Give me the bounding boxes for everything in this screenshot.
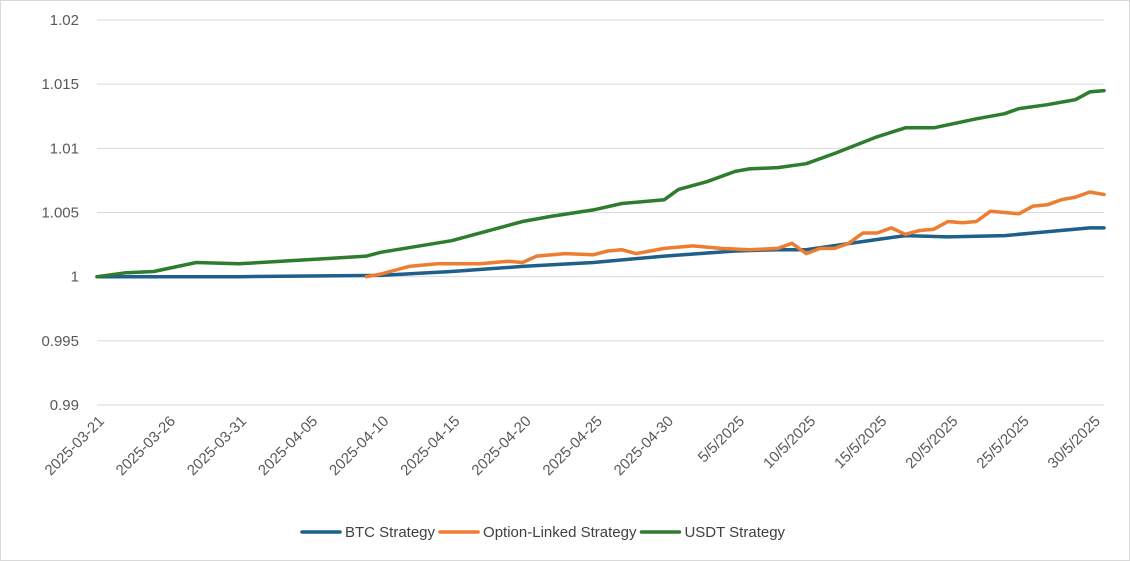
y-tick-label: 0.99 [50, 397, 79, 414]
x-tick-label: 2025-04-10 [326, 413, 392, 479]
series-line-option-linked-strategy [364, 190, 1106, 279]
x-tick-label: 5/5/2025 [695, 413, 748, 466]
x-tick-label: 20/5/2025 [902, 413, 961, 472]
y-tick-label: 1.015 [41, 76, 79, 93]
x-tick-label: 2025-04-30 [611, 413, 677, 479]
x-tick-label: 2025-03-21 [42, 413, 108, 479]
x-tick-label: 2025-04-25 [540, 413, 606, 479]
series-line-usdt-strategy [95, 88, 1106, 279]
x-tick-label: 25/5/2025 [973, 413, 1032, 472]
y-tick-label: 1.005 [41, 205, 79, 222]
legend: BTC Strategy Option-Linked Strategy USDT S… [300, 524, 786, 541]
y-tick-label: 1.02 [50, 12, 79, 29]
legend-label: BTC Strategy [345, 524, 436, 541]
x-tick-label: 30/5/2025 [1045, 413, 1104, 472]
x-tick-label: 2025-03-31 [184, 413, 250, 479]
x-tick-label: 10/5/2025 [760, 413, 819, 472]
y-tick-label: 1 [71, 269, 79, 286]
legend-label: Option-Linked Strategy [483, 524, 637, 541]
x-tick-label: 2025-04-05 [255, 413, 321, 479]
series-lines [95, 88, 1106, 279]
x-tick-label: 2025-04-15 [397, 413, 463, 479]
x-tick-label: 2025-03-26 [113, 413, 179, 479]
legend-label: USDT Strategy [684, 524, 785, 541]
y-axis-ticks: 1.02 1.015 1.01 1.005 1 0.995 0.99 [41, 12, 79, 414]
gridlines [97, 19, 1104, 406]
y-tick-label: 0.995 [41, 333, 79, 350]
x-axis-ticks: 2025-03-21 2025-03-26 2025-03-31 2025-04-05… [42, 413, 1104, 479]
x-tick-label: 2025-04-20 [468, 413, 534, 479]
y-tick-label: 1.01 [50, 140, 79, 157]
x-tick-label: 15/5/2025 [831, 413, 890, 472]
